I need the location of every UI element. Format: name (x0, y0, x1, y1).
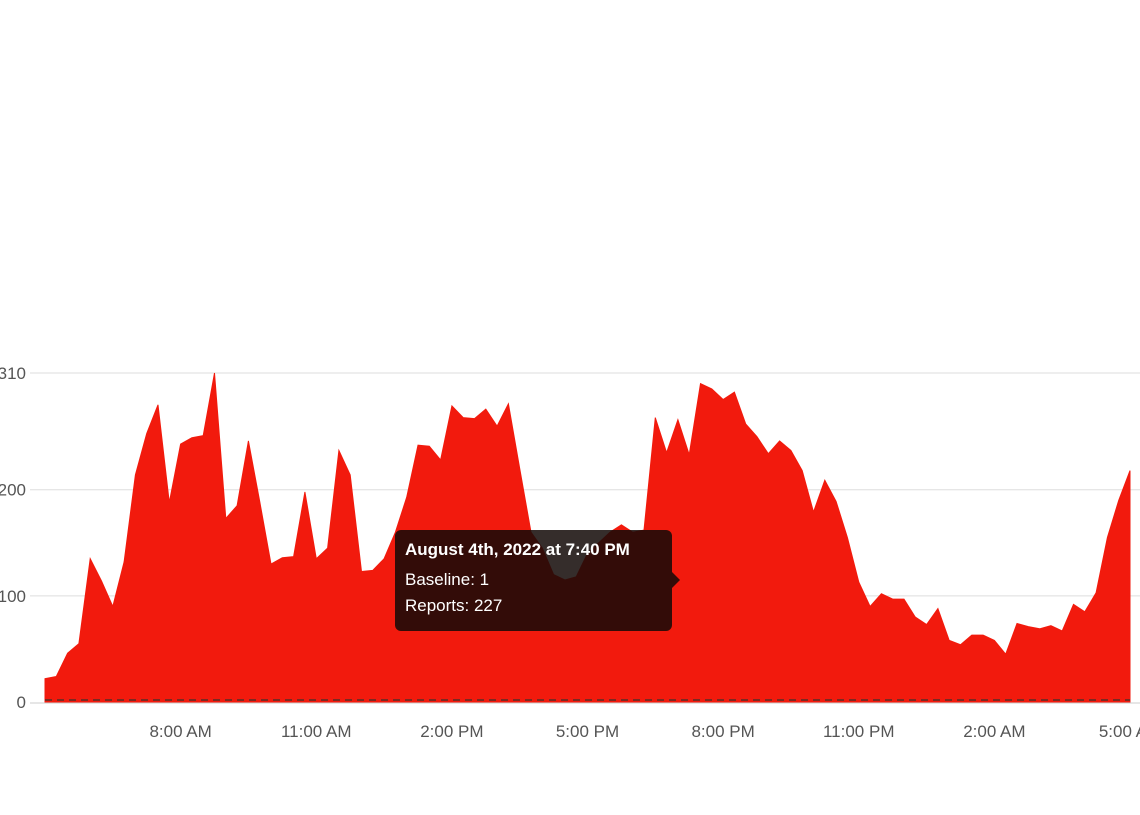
tooltip-title: August 4th, 2022 at 7:40 PM (405, 540, 630, 559)
x-tick-label: 2:00 AM (963, 722, 1025, 741)
x-tick-label: 8:00 AM (149, 722, 211, 741)
x-tick-label: 8:00 PM (691, 722, 754, 741)
y-axis: 0 100 200 310 (0, 364, 26, 712)
tooltip-reports: Reports: 227 (405, 596, 503, 615)
x-tick-label: 11:00 AM (281, 722, 352, 741)
tooltip-baseline: Baseline: 1 (405, 570, 490, 589)
chart-tooltip: August 4th, 2022 at 7:40 PM Baseline: 1 … (395, 530, 672, 631)
x-tick-label: 2:00 PM (420, 722, 483, 741)
x-tick-label: 5:00 AM (1099, 722, 1140, 741)
x-axis: 8:00 AM 11:00 AM 2:00 PM 5:00 PM 8:00 PM 11:0… (30, 702, 1140, 741)
x-tick-label: 11:00 PM (823, 722, 895, 741)
y-tick-label: 0 (17, 693, 26, 712)
y-tick-label: 310 (0, 364, 26, 383)
x-tick-label: 5:00 PM (556, 722, 619, 741)
y-tick-label: 100 (0, 587, 26, 606)
y-tick-label: 200 (0, 481, 26, 500)
tooltip-caret (672, 572, 680, 588)
